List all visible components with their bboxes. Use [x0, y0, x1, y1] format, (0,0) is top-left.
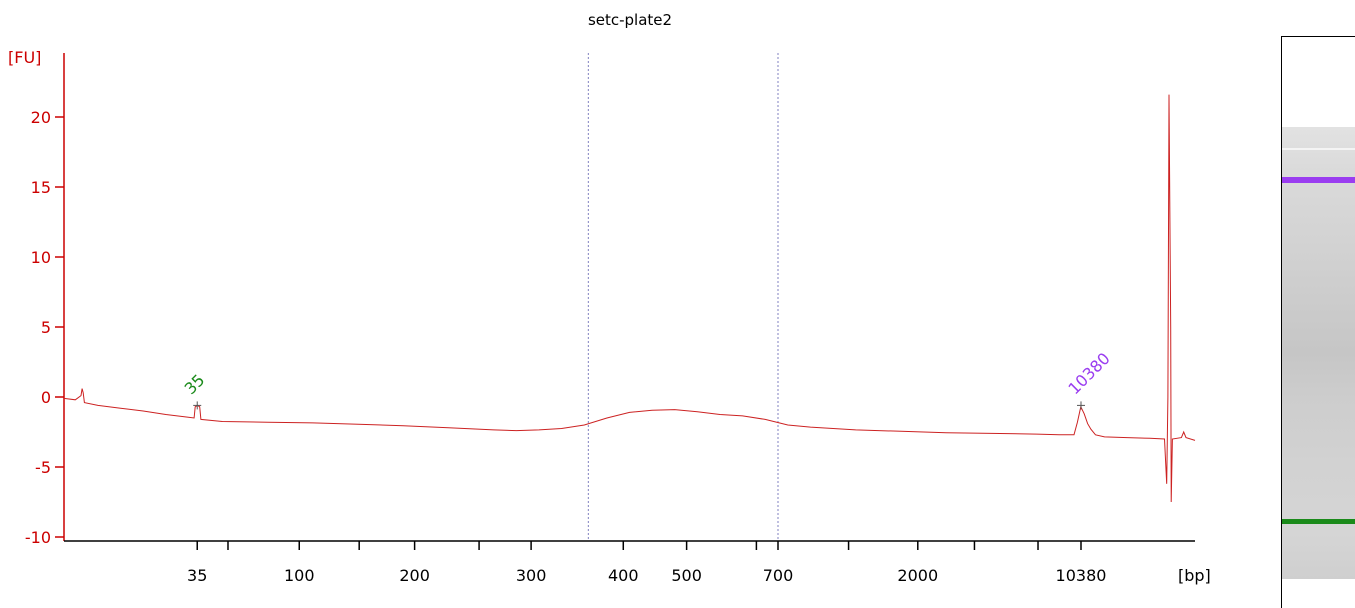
x-tick-label: 200: [399, 566, 430, 585]
gel-lower-marker-band: [1282, 519, 1355, 524]
chart-title: setc-plate2: [588, 11, 672, 29]
gel-lane: [1282, 127, 1355, 579]
peak-label: 10380: [1064, 349, 1113, 398]
x-axis-unit: [bp]: [1178, 566, 1211, 585]
x-tick-label: 700: [763, 566, 794, 585]
x-tick-label: 100: [284, 566, 315, 585]
x-tick-label: 10380: [1056, 566, 1107, 585]
y-tick-label: -10: [25, 528, 51, 547]
y-axis-unit: [FU]: [8, 48, 41, 67]
x-tick-label: 2000: [897, 566, 938, 585]
y-tick-label: 20: [31, 108, 51, 127]
gel-top-edge: [1282, 148, 1355, 150]
series-line: [63, 94, 1196, 503]
y-axis-ticks: 20 15 10 5 0 -5 -10: [25, 108, 64, 547]
x-axis-ticks: 35 100 200 300 400 500 700 2000 10380: [187, 541, 1106, 585]
y-tick-label: 5: [41, 318, 51, 337]
peak-labels: 35 10380: [181, 349, 1114, 410]
x-tick-label: 500: [671, 566, 702, 585]
y-tick-label: 15: [31, 178, 51, 197]
gel-image-panel: [1281, 36, 1355, 608]
region-markers: [587, 53, 779, 541]
y-tick-label: 10: [31, 248, 51, 267]
gel-upper-marker-band: [1282, 177, 1355, 183]
y-tick-label: 0: [41, 388, 51, 407]
x-tick-label: 400: [608, 566, 639, 585]
x-tick-label: 300: [516, 566, 547, 585]
y-tick-label: -5: [35, 458, 51, 477]
peak-label: 35: [181, 370, 209, 398]
series-layer: [63, 94, 1196, 503]
x-tick-label: 35: [187, 566, 207, 585]
electropherogram-chart: setc-plate2 [FU] [bp] 20 15 10 5 0 -5 -10 35 10…: [8, 11, 1211, 585]
